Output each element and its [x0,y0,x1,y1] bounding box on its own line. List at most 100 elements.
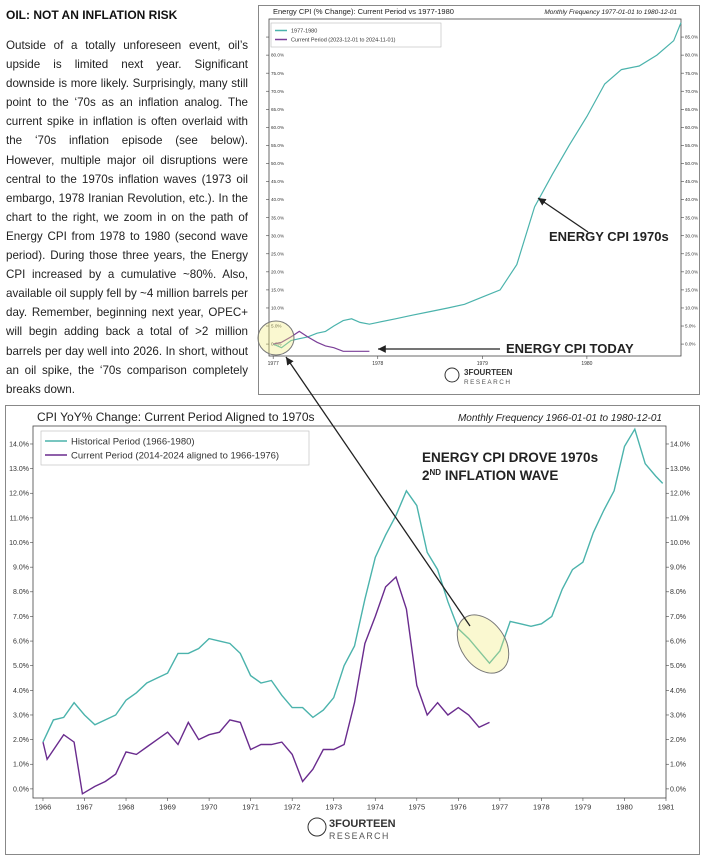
x-tick-label: 1981 [658,803,675,812]
y-tick-label: 30.0% [271,233,284,238]
x-tick-label: 1980 [581,361,592,367]
series-line [42,575,490,795]
y-tick-label: 7.0% [13,614,29,621]
y-tick-label: 3.0% [13,712,29,719]
y-tick-label: 9.0% [670,565,686,572]
y-tick-label: 10.0% [9,540,29,547]
y-tick-label: 40.0% [271,197,284,202]
y-tick-label: 8.0% [670,589,686,596]
x-tick-label: 1968 [118,803,135,812]
logo-name: 3FOURTEEN [464,368,513,377]
x-tick-label: 1969 [159,803,176,812]
y-tick-label: 25.0% [271,251,284,256]
y-tick-label: 1.0% [13,762,29,769]
y-tick-label: 9.0% [13,565,29,572]
y-tick-label: 5.0% [271,324,281,329]
y-tick-label: 7.0% [670,614,686,621]
series-line [42,427,664,743]
chart-title: Energy CPI (% Change): Current Period vs… [273,7,454,16]
logo-name: 3FOURTEEN [329,818,396,830]
x-tick-label: 1978 [533,803,550,812]
x-tick-label: 1979 [575,803,592,812]
plot-frame [32,425,667,799]
y-tick-label: 85.0% [685,35,698,40]
legend-box [40,430,310,466]
y-tick-label: 50.0% [271,161,284,166]
x-tick-label: 1970 [201,803,218,812]
x-tick-label: 1977 [268,361,279,367]
y-tick-label: 13.0% [9,466,29,473]
y-tick-label: 55.0% [271,143,284,148]
y-tick-label: 25.0% [685,251,698,256]
y-tick-label: 4.0% [13,688,29,695]
legend-label: Current Period (2014-2024 aligned to 196… [71,450,279,461]
y-tick-label: 55.0% [685,143,698,148]
x-tick-label: 1966 [35,803,52,812]
y-tick-label: 70.0% [271,89,284,94]
y-tick-label: 13.0% [670,466,690,473]
y-tick-label: 10.0% [271,306,284,311]
y-tick-label: 8.0% [13,589,29,596]
y-tick-label: 2.0% [13,737,29,744]
legend-label: Historical Period (1966-1980) [71,436,195,447]
energy-cpi-chart: Energy CPI (% Change): Current Period vs… [258,5,700,395]
x-tick-label: 1975 [408,803,425,812]
cpi-yoy-chart: CPI YoY% Change: Current Period Aligned … [5,405,700,855]
y-tick-label: 30.0% [685,233,698,238]
x-tick-label: 1967 [76,803,93,812]
y-tick-label: 15.0% [271,288,284,293]
logo-sub: RESEARCH [329,831,390,841]
y-tick-label: 35.0% [271,215,284,220]
y-tick-label: 5.0% [670,663,686,670]
y-tick-label: 65.0% [271,107,284,112]
y-tick-label: 0.0% [670,786,686,793]
y-tick-label: 45.0% [271,179,284,184]
x-tick-label: 1972 [284,803,301,812]
y-tick-label: 3.0% [670,712,686,719]
y-tick-label: 14.0% [9,441,29,448]
logo-mark [444,367,460,383]
legend-box [270,22,442,48]
y-tick-label: 20.0% [685,269,698,274]
y-tick-label: 6.0% [13,639,29,646]
y-tick-label: 75.0% [271,71,284,76]
y-tick-label: 70.0% [685,89,698,94]
y-tick-label: 0.0% [685,342,695,347]
y-tick-label: 60.0% [685,125,698,130]
logo-mark [307,817,327,837]
y-tick-label: 12.0% [9,491,29,498]
y-tick-label: 35.0% [685,215,698,220]
y-tick-label: 10.0% [670,540,690,547]
article-title: OIL: NOT AN INFLATION RISK [6,8,178,22]
legend-label: Current Period (2023-12-01 to 2024-11-01… [291,37,396,43]
chart-title: CPI YoY% Change: Current Period Aligned … [37,410,315,424]
y-tick-label: 2.0% [670,737,686,744]
y-tick-label: 14.0% [670,441,690,448]
y-tick-label: 60.0% [271,125,284,130]
article-body: Outside of a totally unforeseen event, o… [6,39,248,396]
x-tick-label: 1978 [372,361,383,367]
y-tick-label: 15.0% [685,288,698,293]
x-tick-label: 1971 [242,803,259,812]
y-tick-label: 20.0% [271,269,284,274]
y-tick-label: 12.0% [670,491,690,498]
y-tick-label: 11.0% [10,515,29,522]
y-tick-label: 65.0% [685,107,698,112]
x-tick-label: 1980 [616,803,633,812]
y-tick-label: 40.0% [685,197,698,202]
y-tick-label: 4.0% [670,688,686,695]
y-tick-label: 11.0% [670,515,689,522]
y-tick-label: 1.0% [670,762,686,769]
y-tick-label: 6.0% [670,639,686,646]
x-tick-label: 1973 [325,803,342,812]
x-tick-label: 1977 [492,803,509,812]
series-line [272,22,682,349]
y-tick-label: 10.0% [685,306,698,311]
y-tick-label: 80.0% [271,53,284,58]
series-line [273,330,370,352]
y-tick-label: 50.0% [685,161,698,166]
chart-subtitle: Monthly Frequency 1966-01-01 to 1980-12-… [458,413,662,424]
legend-label: 1977-1980 [291,28,317,34]
x-tick-label: 1979 [477,361,488,367]
